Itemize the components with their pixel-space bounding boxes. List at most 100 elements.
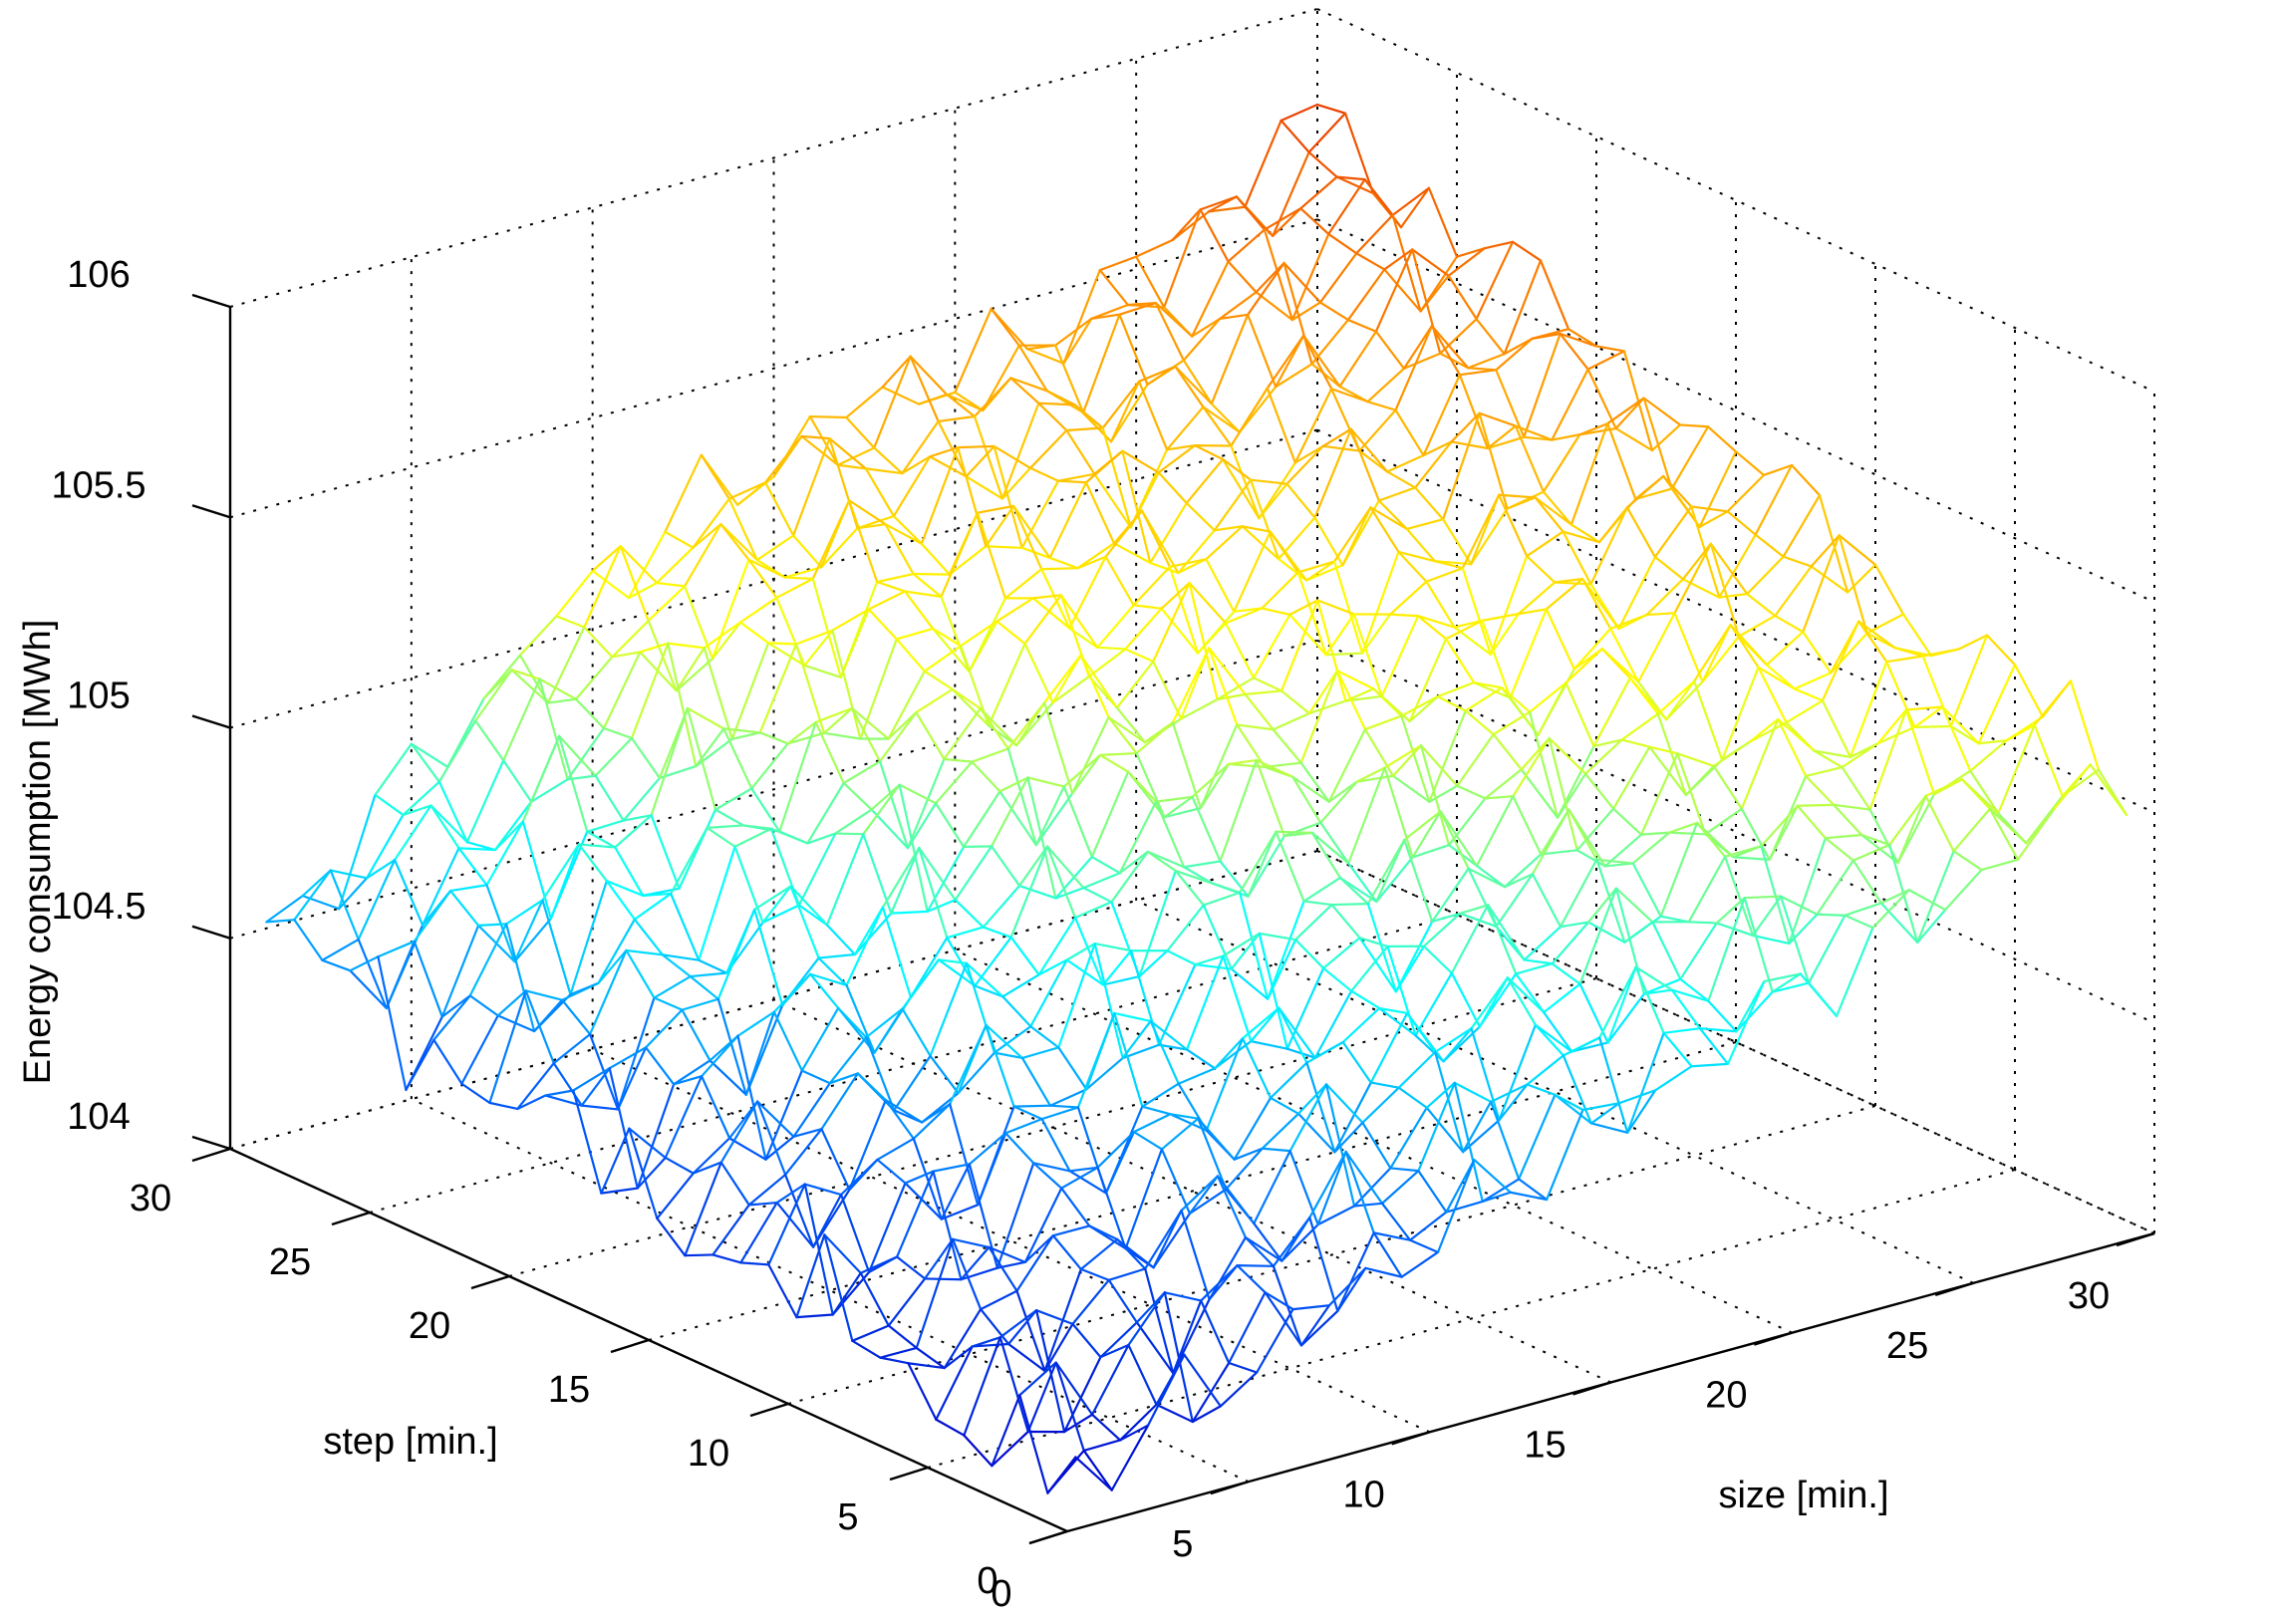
mesh-segment — [1299, 1309, 1339, 1347]
mesh-segment — [1146, 850, 1177, 873]
mesh-segment — [1634, 965, 1674, 991]
mesh-segment — [1355, 213, 1394, 255]
mesh-segment — [1135, 255, 1166, 309]
mesh-segment — [1322, 966, 1353, 992]
mesh-segment — [1763, 972, 1802, 983]
mesh-segment — [1247, 830, 1278, 898]
axes — [191, 293, 2155, 1545]
mesh-segment — [912, 572, 951, 576]
mesh-segment — [1487, 904, 1526, 961]
mesh-segment — [769, 827, 801, 907]
mesh-segment — [1450, 971, 1481, 1028]
mesh-segment — [837, 1006, 868, 1039]
mesh-segment — [580, 1067, 611, 1107]
mesh-segment — [1447, 247, 1487, 277]
mesh-segment — [1506, 976, 1546, 1014]
mesh-segment — [1313, 427, 1352, 519]
y-axis-label: step [min.] — [323, 1421, 497, 1463]
mesh-segment — [440, 994, 471, 1018]
mesh-segment — [1285, 482, 1316, 519]
mesh-segment — [1609, 613, 1648, 631]
mesh-segment — [934, 760, 974, 805]
mesh-segment — [1149, 561, 1180, 575]
mesh-segment — [878, 760, 910, 850]
mesh-segment — [600, 1127, 631, 1195]
back-wall-grid-line — [229, 428, 1318, 729]
mesh-segment — [1545, 608, 1575, 671]
mesh-segment — [764, 434, 803, 484]
mesh-segment — [1483, 240, 1515, 250]
mesh-segment — [1341, 1006, 1381, 1044]
mesh-segment — [1023, 594, 1062, 646]
mesh-segment — [1082, 872, 1121, 890]
mesh-segment — [1428, 784, 1459, 803]
mesh-segment — [549, 843, 580, 921]
mesh-segment — [951, 1237, 991, 1248]
mesh-segment — [1227, 260, 1258, 294]
mesh-segment — [1405, 518, 1445, 531]
mesh-segment — [692, 497, 730, 549]
mesh-segment — [1258, 482, 1288, 520]
mesh-segment — [1241, 525, 1280, 561]
side-wall-grid-line — [1316, 850, 2155, 1234]
mesh-segment — [1152, 582, 1191, 664]
mesh-segment — [803, 629, 834, 667]
mesh-segment — [1261, 571, 1299, 610]
mesh-segment — [932, 627, 971, 674]
mesh-segment — [1562, 1054, 1592, 1125]
mesh-segment — [1802, 534, 1841, 634]
mesh-segment — [859, 1255, 899, 1274]
mesh-segment — [1526, 1054, 1564, 1086]
z-tick-mark — [191, 925, 231, 940]
mesh-segment — [876, 580, 907, 593]
mesh-segment — [1546, 1108, 1584, 1202]
mesh-segment — [1330, 903, 1361, 940]
floor-grid-line — [411, 1098, 1250, 1484]
mesh-segment — [1453, 1081, 1493, 1103]
y-tick-label: 30 — [130, 1178, 171, 1219]
mesh-segment — [1405, 527, 1436, 563]
mesh-segment — [1279, 103, 1319, 123]
mesh-segment — [1941, 705, 1972, 772]
mesh-segment — [1949, 634, 1989, 728]
mesh-segment — [1079, 654, 1110, 718]
mesh-segment — [794, 629, 834, 646]
mesh-segment — [1219, 291, 1258, 321]
mesh-segment — [2053, 763, 2092, 811]
mesh-segment — [1048, 481, 1088, 560]
mesh-segment — [904, 590, 935, 631]
mesh-segment — [1489, 613, 1520, 656]
mesh-segment — [1944, 868, 1983, 912]
mesh-segment — [1290, 232, 1330, 322]
mesh-segment — [1729, 624, 1769, 667]
mesh-segment — [786, 731, 826, 745]
mesh-segment — [1676, 752, 1707, 836]
mesh-segment — [850, 706, 882, 763]
mesh-segment — [321, 938, 360, 961]
mesh-segment — [1662, 474, 1693, 508]
mesh-segment — [1833, 803, 1863, 837]
mesh-segment — [1191, 260, 1230, 338]
mesh-segment — [1673, 542, 1713, 615]
mesh-segment — [1520, 736, 1551, 771]
mesh-segment — [1397, 550, 1428, 583]
mesh-segment — [1152, 1212, 1192, 1269]
mesh-segment — [1090, 1413, 1122, 1442]
mesh-segment — [577, 843, 608, 883]
mesh-segment — [1526, 1083, 1557, 1096]
mesh-segment — [825, 833, 865, 927]
mesh-segment — [1288, 613, 1327, 657]
mesh-segment — [541, 843, 580, 902]
mesh-segment — [647, 585, 687, 623]
x-tick-mark — [2116, 1231, 2155, 1247]
mesh-segment — [1656, 712, 1687, 797]
mesh-segment — [1394, 945, 1425, 993]
mesh-segment — [689, 971, 728, 978]
mesh-segment — [1693, 679, 1724, 761]
mesh-segment — [1001, 995, 1032, 1028]
mesh-segment — [1439, 318, 1478, 355]
mesh-segment — [940, 1204, 980, 1220]
mesh-segment — [1230, 967, 1270, 1000]
mesh-segment — [1006, 747, 1037, 847]
mesh-segment — [803, 1183, 843, 1197]
